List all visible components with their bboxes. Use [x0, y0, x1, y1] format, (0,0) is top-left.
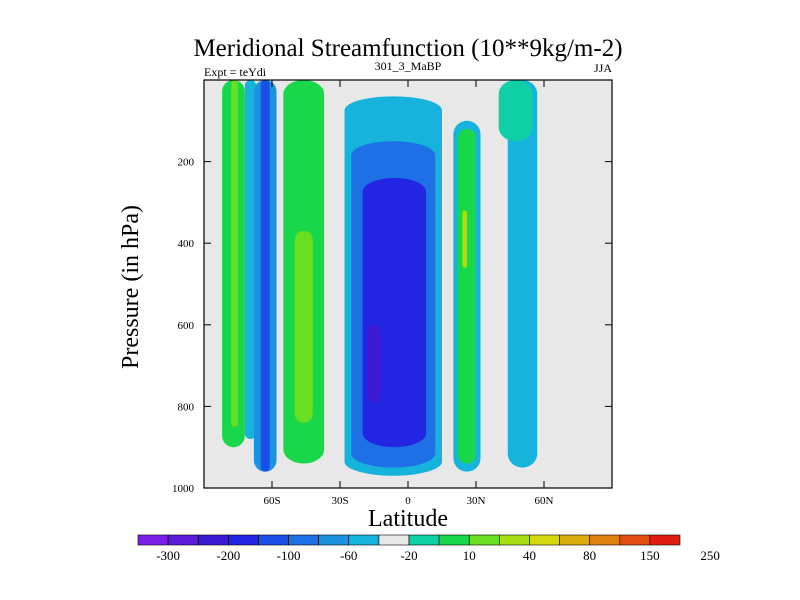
colorbar-label: 250: [700, 548, 720, 563]
colorbar-swatch: [499, 534, 530, 546]
cell-hadley-core: [367, 324, 381, 403]
x-tick-label: 30N: [467, 495, 486, 507]
colorbar-swatch: [348, 534, 380, 546]
colorbar-swatch: [529, 534, 560, 546]
colorbar-label: -100: [277, 548, 301, 563]
colorbar-label: -20: [400, 548, 417, 563]
y-tick-label: 1000: [172, 483, 195, 495]
y-axis-label: Pressure (in hPa): [118, 205, 144, 369]
cell-north-subtropical: [457, 128, 476, 464]
chart-title: Meridional Streamfunction (10**9kg/m-2): [193, 35, 622, 62]
colorbar-swatch: [438, 534, 470, 546]
run-label: 301_3_MaBP: [375, 59, 442, 73]
x-tick-label: 60N: [535, 495, 554, 507]
colorbar-label: 40: [523, 548, 536, 563]
cell-south-polar-core: [231, 80, 238, 427]
colorbar-swatch: [559, 534, 590, 546]
colorbar-label: 80: [583, 548, 596, 563]
x-axis: 60S 30S 0 30N 60N: [263, 80, 554, 507]
colorbar-labels: -300 -200 -100 -60 -20 10 40 80 150 250: [156, 548, 720, 563]
colorbar-swatch: [288, 534, 319, 546]
y-axis: 200 400 600 800 1000: [172, 157, 612, 495]
y-tick-label: 600: [178, 320, 195, 332]
cell-south-gap: [244, 80, 257, 440]
colorbar-swatch: [619, 534, 651, 546]
colorbar-label: 150: [640, 548, 660, 563]
y-tick-label: 200: [178, 157, 195, 169]
cell-hadley-inner: [362, 177, 427, 448]
colorbar-swatch: [258, 534, 289, 546]
colorbar-swatch: [408, 534, 440, 546]
x-tick-label: 30S: [331, 495, 348, 507]
colorbar: [137, 534, 681, 546]
colorbar-label: -300: [156, 548, 180, 563]
colorbar-label: 10: [463, 548, 476, 563]
colorbar-label: -200: [216, 548, 240, 563]
cell-south-ferrel-core: [260, 80, 270, 472]
x-tick-label: 60S: [263, 495, 280, 507]
x-axis-label: Latitude: [368, 506, 448, 532]
cell-south-subtropical-core: [294, 230, 313, 423]
x-tick-label: 0: [405, 495, 411, 507]
colorbar-swatch: [468, 534, 500, 546]
colorbar-swatch: [197, 534, 229, 546]
colorbar-swatch: [167, 534, 199, 546]
y-tick-label: 800: [178, 401, 195, 413]
colorbar-swatch: [649, 534, 681, 546]
cell-north-subtropical-core: [462, 210, 467, 268]
experiment-label: Expt = teYdi: [204, 65, 267, 79]
season-label: JJA: [594, 61, 612, 75]
cell-north-ferrel-top: [498, 80, 533, 142]
cell-north-ferrel: [507, 80, 538, 468]
colorbar-swatch: [378, 534, 410, 546]
y-tick-label: 400: [178, 238, 195, 250]
colorbar-swatch: [318, 534, 350, 546]
colorbar-swatch: [589, 534, 621, 546]
colorbar-swatch: [228, 534, 259, 546]
contour-cells: [222, 80, 538, 476]
colorbar-label: -60: [340, 548, 357, 563]
colorbar-swatch: [137, 534, 169, 546]
